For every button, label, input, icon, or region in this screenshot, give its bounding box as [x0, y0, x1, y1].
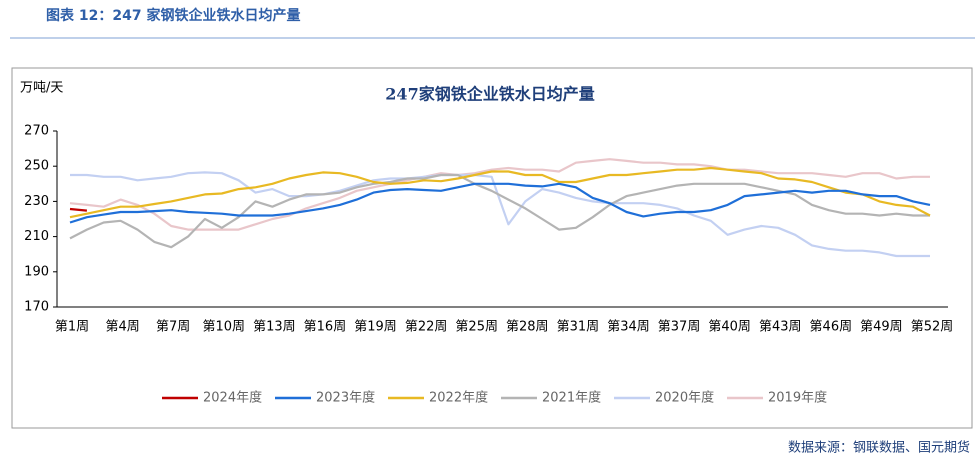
- legend-label: 2021年度: [542, 390, 601, 406]
- series-line: [70, 171, 930, 258]
- x-tick-label: 第49周: [860, 320, 903, 335]
- series-line: [69, 158, 930, 231]
- series-line: [69, 173, 930, 249]
- y-axis-label: 万吨/天: [20, 81, 63, 96]
- series-line: [69, 182, 931, 224]
- y-tick-label: 190: [24, 264, 49, 279]
- y-tick-label: 270: [24, 124, 49, 139]
- chart-title: 247家钢铁企业铁水日均产量: [385, 85, 594, 104]
- legend-label: 2024年度: [203, 390, 262, 406]
- page-title: 图表 12：247 家钢铁企业铁水日均产量: [46, 7, 300, 24]
- x-tick-label: 第40周: [708, 320, 751, 335]
- x-tick-label: 第25周: [455, 320, 498, 335]
- chart-frame: [11, 67, 973, 429]
- x-tick-label: 第22周: [405, 320, 448, 335]
- x-tick-label: 第37周: [658, 320, 701, 335]
- x-tick-label: 第13周: [253, 320, 296, 335]
- series-line: [69, 207, 88, 212]
- source-note: 数据来源：钢联数据、国元期货: [788, 440, 970, 456]
- x-tick-label: 第19周: [354, 320, 397, 335]
- x-tick-label: 第46周: [810, 320, 853, 335]
- x-tick-label: 第31周: [557, 320, 600, 335]
- series-line: [69, 166, 931, 219]
- x-tick-label: 第1周: [55, 320, 89, 335]
- y-tick-label: 170: [24, 300, 49, 315]
- x-tick-label: 第16周: [304, 320, 347, 335]
- legend-label: 2022年度: [429, 390, 488, 406]
- x-tick-label: 第43周: [759, 320, 802, 335]
- y-tick-label: 230: [24, 194, 49, 209]
- x-tick-label: 第34周: [607, 320, 650, 335]
- y-tick-label: 210: [24, 229, 49, 244]
- y-tick-label: 250: [24, 159, 49, 174]
- x-tick-label: 第7周: [156, 320, 190, 335]
- x-tick-label: 第4周: [105, 320, 139, 335]
- legend-label: 2020年度: [655, 390, 714, 406]
- x-tick-label: 第52周: [911, 320, 954, 335]
- legend-label: 2023年度: [316, 390, 375, 406]
- x-tick-label: 第10周: [202, 320, 245, 335]
- x-tick-label: 第28周: [506, 320, 549, 335]
- legend-label: 2019年度: [768, 390, 827, 406]
